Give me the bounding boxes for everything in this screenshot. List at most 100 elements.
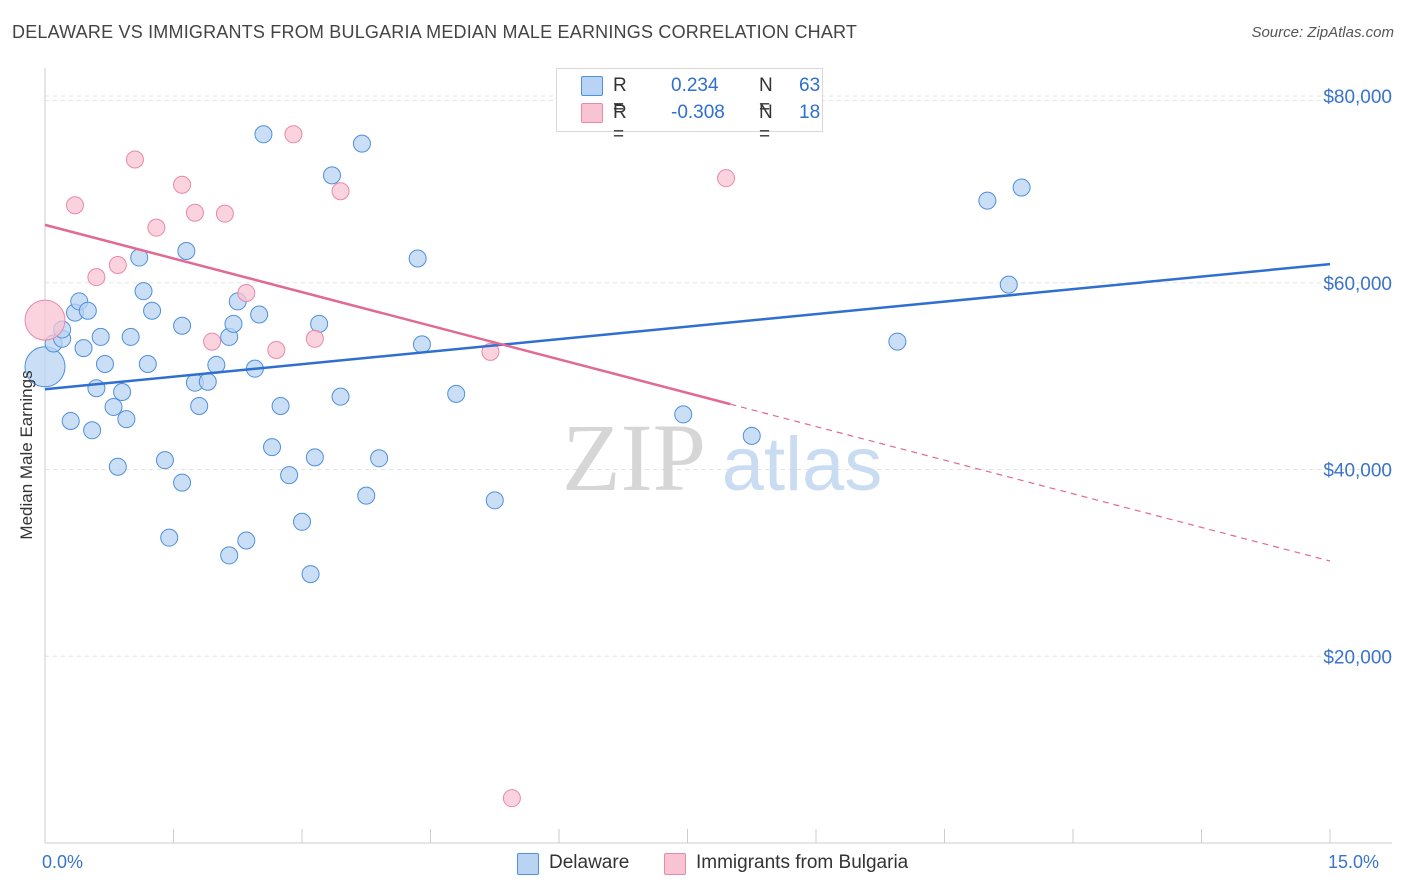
x-tick-label-min: 0.0% [42,852,84,872]
delaware-point [412,335,431,354]
delaware-point [224,314,243,333]
delaware-point [888,332,907,351]
delaware-point [301,565,320,584]
delaware-point [310,314,329,333]
delaware-point [91,327,110,346]
delaware-point [447,384,466,403]
bulgaria-trend-line [44,223,731,406]
bulgaria-point [331,182,350,201]
delaware-point [61,411,80,430]
bulgaria-point [215,204,234,223]
delaware-point [113,383,132,402]
legend-r-label: R = [613,102,627,145]
bulgaria-point [173,175,192,194]
axes [44,68,1392,844]
delaware-point [138,354,157,373]
legend-n-value: 63 [799,75,821,96]
delaware-point [1012,178,1031,197]
trend-lines [44,223,1331,562]
delaware-point [173,473,192,492]
bulgaria-point [125,150,144,169]
bulgaria-point [284,125,303,144]
delaware-point [263,438,282,457]
chart-title: DELAWARE VS IMMIGRANTS FROM BULGARIA MED… [12,22,858,42]
delaware-point [177,242,196,261]
delaware-point [280,466,299,485]
bulgaria-point [24,299,66,341]
legend-n-label: N = [759,102,773,145]
delaware-point [220,546,239,565]
y-tick-label: $80,000 [1323,87,1392,108]
delaware-point [250,305,269,324]
delaware-point [237,531,256,550]
watermark: ZIP atlas [562,404,882,511]
delaware-point [104,397,123,416]
delaware-point [78,301,97,320]
delaware-point [143,301,162,320]
delaware-point [271,397,290,416]
bulgaria-swatch [664,853,686,875]
delaware-point [357,486,376,505]
bottom-legend-bulgaria-label: Immigrants from Bulgaria [696,852,909,873]
delaware-swatch [517,853,539,875]
delaware-point [408,249,427,268]
bulgaria-point [305,329,324,348]
delaware-point [95,354,114,373]
delaware-point [173,316,192,335]
bulgaria-point [185,203,204,222]
delaware-point [305,448,324,467]
delaware-point [742,426,761,445]
bulgaria-point [87,268,106,287]
bulgaria-point [108,256,127,275]
y-tick-labels: $20,000 $40,000 $60,000 $80,000 [1323,87,1392,668]
delaware-point [322,166,341,185]
delaware-point [117,410,136,429]
delaware-point [293,512,311,531]
legend-r-label: R = [613,75,627,118]
legend-r-value: -0.308 [671,102,725,123]
bulgaria-swatch [581,103,603,123]
delaware-swatch [581,76,603,96]
delaware-point [121,327,140,346]
delaware-point [160,528,179,547]
delaware-point [24,346,66,388]
delaware-point [978,191,997,210]
delaware-point [198,372,217,391]
y-tick-label: $40,000 [1323,461,1392,482]
x-tick-label-max: 15.0% [1328,852,1380,872]
legend-r-value: 0.234 [671,75,719,96]
legend-n-label: N = [759,75,773,118]
source-label: Source: ZipAtlas.com [1251,24,1394,41]
delaware-point [74,339,93,358]
data-points [24,125,1031,808]
legend-n-value: 18 [799,102,821,123]
delaware-point [108,457,127,476]
delaware-point [485,491,504,510]
delaware-trend-line [44,262,1331,391]
bottom-legend-delaware-label: Delaware [549,852,630,873]
delaware-point [254,125,273,144]
y-tick-label: $20,000 [1323,647,1392,668]
bulgaria-point [502,789,521,808]
delaware-point [83,421,102,440]
delaware-point [370,449,389,468]
y-axis-label: Median Male Earnings [17,370,36,540]
bulgaria-point [481,342,500,361]
delaware-point [134,282,153,301]
bulgaria-point [147,218,166,237]
bulgaria-point [65,196,84,215]
delaware-point [87,379,106,398]
correlation-legend: R = 0.234 N = 63 R = -0.308 N = 18 [556,68,823,145]
delaware-point [352,134,371,153]
delaware-point [674,405,693,424]
delaware-point [190,397,209,416]
bulgaria-point [717,169,736,188]
bulgaria-point [237,284,256,303]
delaware-point [999,275,1018,294]
bulgaria-point [267,340,286,359]
delaware-point [155,451,174,470]
y-tick-label: $60,000 [1323,274,1392,295]
delaware-point [331,387,350,406]
bulgaria-trend-line-extension [730,403,1331,562]
